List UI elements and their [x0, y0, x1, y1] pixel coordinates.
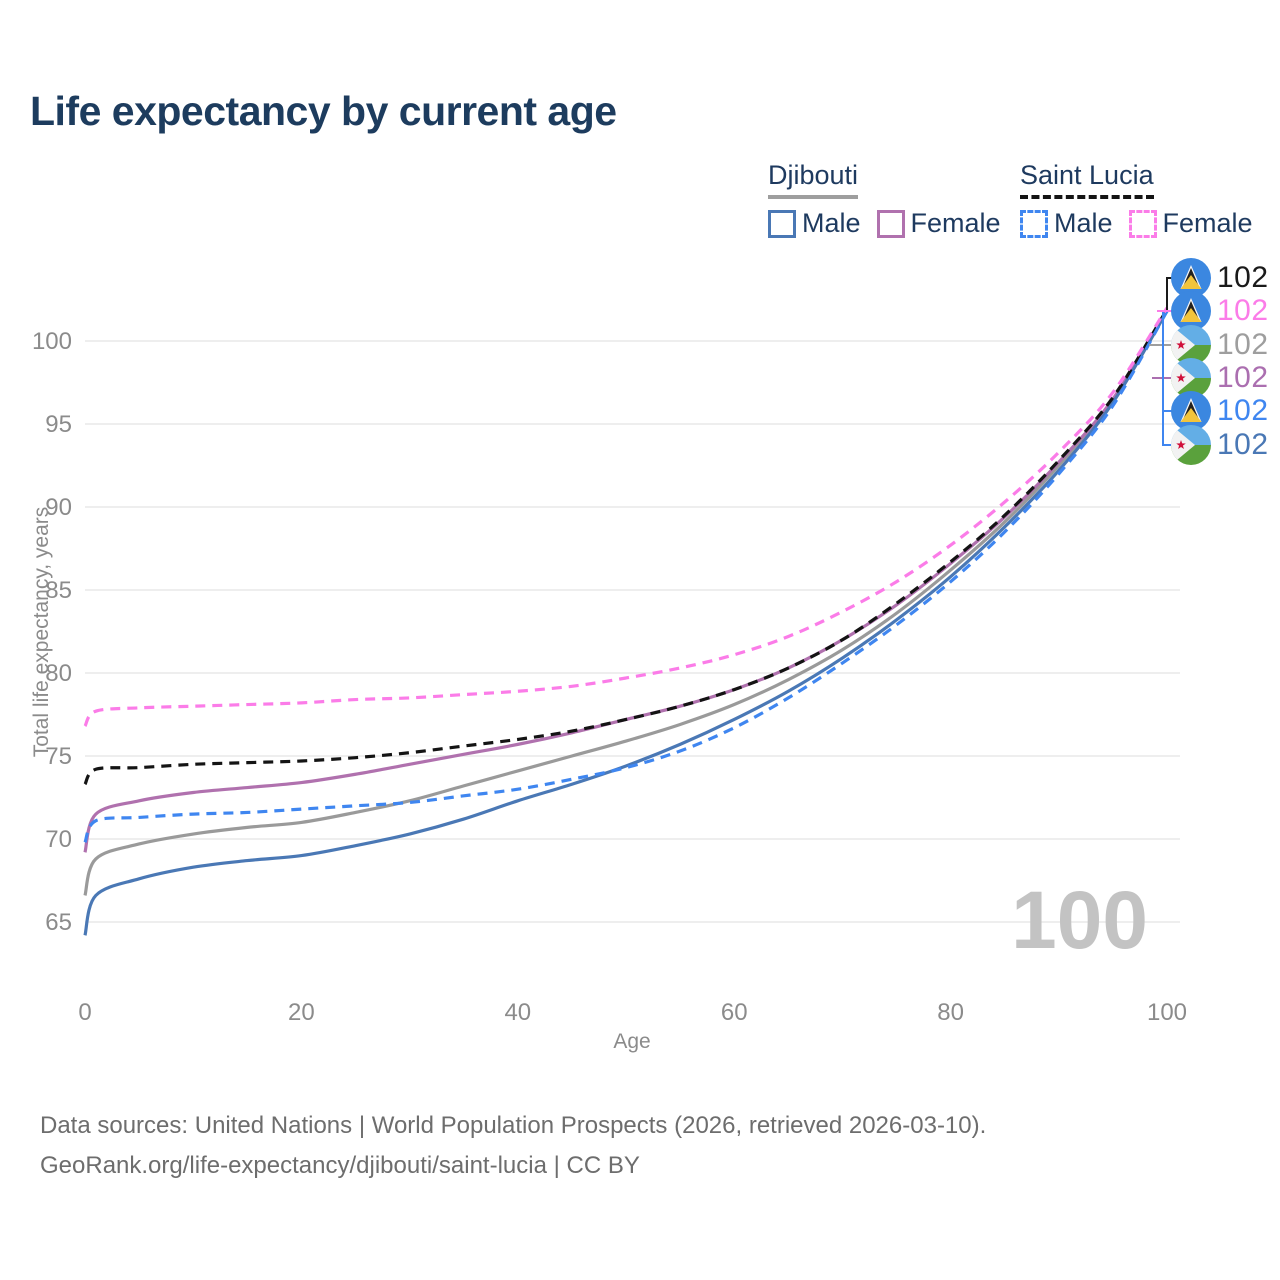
saint-lucia-flag — [1171, 391, 1211, 431]
series-line-djibouti-male[interactable] — [83, 310, 1169, 936]
djibouti-flag — [1171, 325, 1211, 365]
gridlines — [85, 340, 1180, 923]
djibouti-flag — [1171, 358, 1211, 398]
current-age-indicator: 100 — [1011, 875, 1148, 966]
y-tick-label: 90 — [45, 494, 72, 521]
y-tick-label: 75 — [45, 743, 72, 770]
saint-lucia-female-swatch-icon[interactable] — [1128, 209, 1157, 238]
x-tick-label: 80 — [937, 999, 964, 1026]
legend-saint-lucia-male-label[interactable]: Male — [1054, 208, 1113, 238]
y-tick-label: 85 — [45, 577, 72, 604]
legend-country-djibouti[interactable]: Djibouti — [768, 160, 859, 199]
leader-lines — [1149, 277, 1173, 446]
djibouti-flag-icon — [1171, 358, 1211, 398]
end-label-saint-lucia-female: 102 — [1171, 291, 1269, 331]
footer: Data sources: United Nations | World Pop… — [40, 1106, 986, 1186]
saint-lucia-male-swatch-icon[interactable] — [1020, 209, 1048, 238]
saint-lucia-flag — [1171, 258, 1211, 298]
series-line-djibouti-female[interactable] — [83, 308, 1169, 853]
y-tick-label: 65 — [45, 909, 72, 936]
x-axis-title: Age — [613, 1030, 650, 1053]
series-line-saint-lucia-female[interactable] — [83, 306, 1169, 728]
end-label-saint-lucia-male: 102 — [1171, 391, 1269, 431]
djibouti-flag-icon — [1171, 325, 1211, 365]
end-label-saint-lucia: 102 — [1171, 258, 1269, 298]
legend-group-saint-lucia: Saint Lucia Male Female — [1020, 160, 1253, 239]
end-label-djibouti: 102 — [1171, 325, 1269, 365]
y-tick-label: 80 — [45, 660, 72, 687]
saint-lucia-flag-icon — [1171, 391, 1211, 431]
page-title: Life expectancy by current age — [30, 88, 617, 134]
series-line-saint-lucia-male[interactable] — [83, 310, 1169, 844]
end-value-label: 102 — [1217, 428, 1269, 461]
djibouti-flag — [1171, 425, 1211, 465]
footer-data-sources: Data sources: United Nations | World Pop… — [40, 1112, 987, 1139]
end-label-djibouti-female: 102 — [1171, 358, 1269, 398]
y-axis-title: Total life expectancy, years — [30, 507, 53, 758]
footer-url[interactable]: GeoRank.org/life-expectancy/djibouti/sai… — [40, 1152, 640, 1179]
x-tick-label: 20 — [288, 999, 315, 1026]
saint-lucia-flag-icon — [1171, 291, 1211, 331]
y-tick-label: 70 — [45, 826, 72, 853]
end-value-label: 102 — [1217, 361, 1269, 394]
djibouti-flag-icon — [1171, 425, 1211, 465]
legend-group-djibouti: Djibouti Male Female — [768, 160, 1001, 239]
djibouti-female-swatch-icon[interactable] — [876, 209, 905, 238]
x-tick-label: 100 — [1147, 999, 1187, 1026]
end-value-label: 102 — [1217, 294, 1269, 327]
x-tick-label: 0 — [78, 999, 91, 1026]
saint-lucia-flag — [1171, 291, 1211, 331]
x-tick-label: 40 — [504, 999, 531, 1026]
saint-lucia-flag-icon — [1171, 258, 1211, 298]
end-label-djibouti-male: 102 — [1171, 425, 1269, 465]
y-tick-label: 100 — [32, 328, 72, 355]
end-value-label: 102 — [1217, 261, 1269, 294]
legend-country-saint-lucia[interactable]: Saint Lucia — [1020, 160, 1154, 199]
series-line-djibouti[interactable] — [83, 310, 1169, 896]
legend-djibouti-female-label[interactable]: Female — [910, 208, 1001, 238]
x-tick-label: 60 — [721, 999, 748, 1026]
legend-djibouti-male-label[interactable]: Male — [802, 208, 861, 238]
end-value-label: 102 — [1217, 328, 1269, 361]
y-tick-label: 95 — [45, 411, 72, 438]
legend-saint-lucia-female-label[interactable]: Female — [1162, 208, 1253, 238]
series-line-saint-lucia[interactable] — [83, 308, 1169, 786]
djibouti-male-swatch-icon[interactable] — [768, 209, 796, 238]
end-value-label: 102 — [1217, 394, 1269, 427]
